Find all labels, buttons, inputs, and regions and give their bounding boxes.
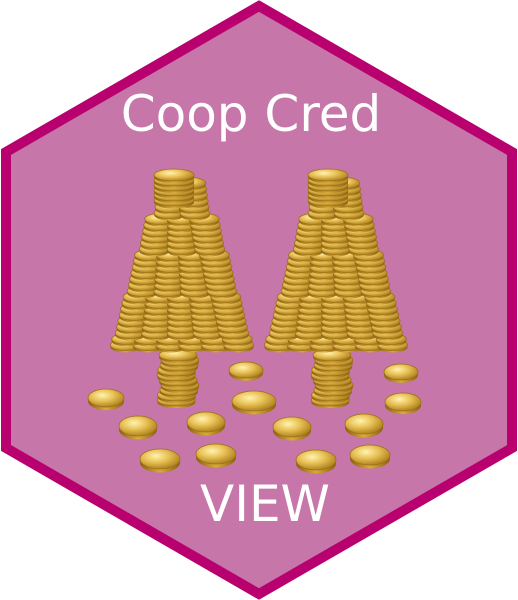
two-coin-trees-icon — [87, 168, 422, 474]
badge-title: Coop Cred — [121, 85, 382, 143]
badge-subtitle: VIEW — [200, 475, 330, 533]
